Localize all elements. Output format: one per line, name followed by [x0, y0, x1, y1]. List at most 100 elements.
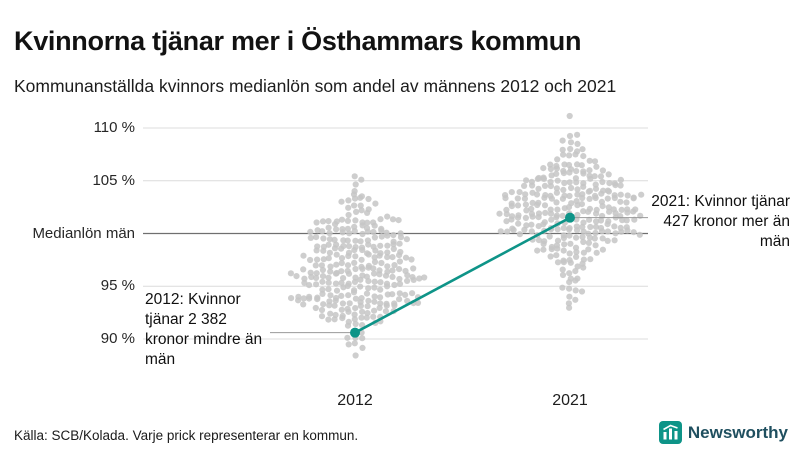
municipality-dot — [554, 156, 561, 163]
municipality-dot — [408, 256, 415, 263]
municipality-dot — [592, 242, 599, 249]
municipality-dot — [326, 230, 333, 237]
municipality-dot — [395, 217, 402, 224]
municipality-dot — [318, 262, 325, 269]
municipality-dot — [565, 300, 573, 307]
municipality-dot — [559, 271, 567, 279]
municipality-dot — [522, 191, 529, 198]
municipality-dot — [574, 140, 581, 147]
municipality-dot — [331, 316, 338, 323]
municipality-dot — [421, 274, 428, 281]
municipality-dot — [529, 189, 536, 196]
municipality-dot — [617, 176, 625, 183]
municipality-dot — [566, 285, 573, 292]
municipality-dot — [346, 300, 353, 307]
municipality-dot — [339, 226, 346, 233]
municipality-dot — [605, 204, 612, 211]
municipality-dot — [377, 286, 384, 293]
municipality-dot — [514, 195, 521, 202]
municipality-dot — [579, 146, 586, 153]
municipality-dot — [554, 206, 561, 213]
municipality-dot — [586, 187, 594, 194]
municipality-dot — [378, 259, 385, 267]
municipality-dot — [325, 279, 332, 286]
municipality-dot — [344, 267, 351, 275]
municipality-dot — [632, 206, 639, 213]
municipality-dot — [587, 256, 594, 263]
municipality-dot — [579, 191, 586, 198]
municipality-dot — [547, 178, 554, 186]
municipality-dot — [559, 146, 566, 153]
municipality-dot — [396, 240, 403, 247]
municipality-dot — [593, 249, 600, 256]
municipality-dot — [396, 290, 403, 297]
municipality-dot — [344, 262, 352, 269]
newsworthy-logo[interactable]: Newsworthy — [658, 421, 788, 444]
municipality-dot — [371, 222, 378, 229]
municipality-dot — [403, 236, 410, 243]
municipality-dot — [604, 195, 611, 202]
municipality-dot — [377, 279, 384, 286]
municipality-dot — [612, 230, 619, 237]
municipality-dot — [358, 295, 365, 302]
municipality-dot — [320, 235, 327, 242]
municipality-dot — [535, 174, 542, 182]
highlight-trend-line — [354, 216, 571, 334]
municipality-dot — [623, 199, 630, 206]
municipality-dot — [327, 268, 334, 275]
municipality-dot — [340, 284, 347, 291]
y-tick-110: 110 % — [93, 119, 135, 136]
municipality-dot — [352, 295, 359, 302]
municipality-dot — [382, 308, 389, 315]
municipality-dot — [300, 295, 307, 302]
municipality-dot — [592, 223, 600, 230]
municipality-dot — [390, 241, 397, 248]
municipality-dot — [314, 243, 321, 250]
municipality-dot — [580, 238, 587, 246]
municipality-dot — [553, 242, 561, 249]
municipality-dot — [384, 242, 391, 249]
municipality-dot — [503, 218, 510, 225]
municipality-dot — [326, 236, 333, 243]
municipality-dot — [553, 185, 561, 192]
municipality-dot — [508, 203, 515, 210]
municipality-dot — [357, 302, 364, 309]
municipality-dot — [364, 250, 371, 257]
municipality-dot — [592, 181, 599, 188]
municipality-dot — [554, 177, 561, 184]
municipality-dot — [523, 177, 530, 184]
municipality-dot — [312, 304, 319, 312]
municipality-dot — [540, 165, 547, 172]
municipality-dot — [306, 282, 313, 289]
municipality-dot — [327, 292, 334, 299]
municipality-dot — [409, 290, 416, 297]
municipality-dot — [371, 270, 378, 277]
municipality-dot — [352, 237, 359, 244]
municipality-dot — [327, 263, 334, 270]
municipality-dot — [414, 299, 422, 306]
municipality-dot — [314, 227, 321, 234]
municipality-dot — [358, 207, 365, 214]
municipality-dot — [599, 178, 606, 186]
municipality-dot — [287, 270, 294, 277]
municipality-dot — [365, 297, 372, 304]
municipality-dot — [325, 224, 332, 231]
municipality-dot — [547, 192, 554, 199]
municipality-dot — [586, 234, 594, 241]
municipality-dot — [326, 249, 333, 256]
municipality-dot — [606, 180, 613, 187]
municipality-dot — [345, 204, 352, 211]
municipality-dot — [331, 245, 339, 252]
municipality-dot — [331, 236, 338, 243]
municipality-dot — [566, 270, 573, 277]
municipality-dot — [561, 179, 568, 187]
municipality-dot — [396, 280, 404, 287]
municipality-dot — [313, 281, 320, 288]
municipality-dot — [578, 201, 586, 208]
municipality-dot — [591, 192, 599, 199]
municipality-dot — [378, 225, 385, 232]
municipality-dot — [363, 314, 370, 321]
municipality-dot — [338, 245, 345, 252]
municipality-dot — [611, 223, 618, 230]
municipality-dot — [580, 170, 587, 177]
